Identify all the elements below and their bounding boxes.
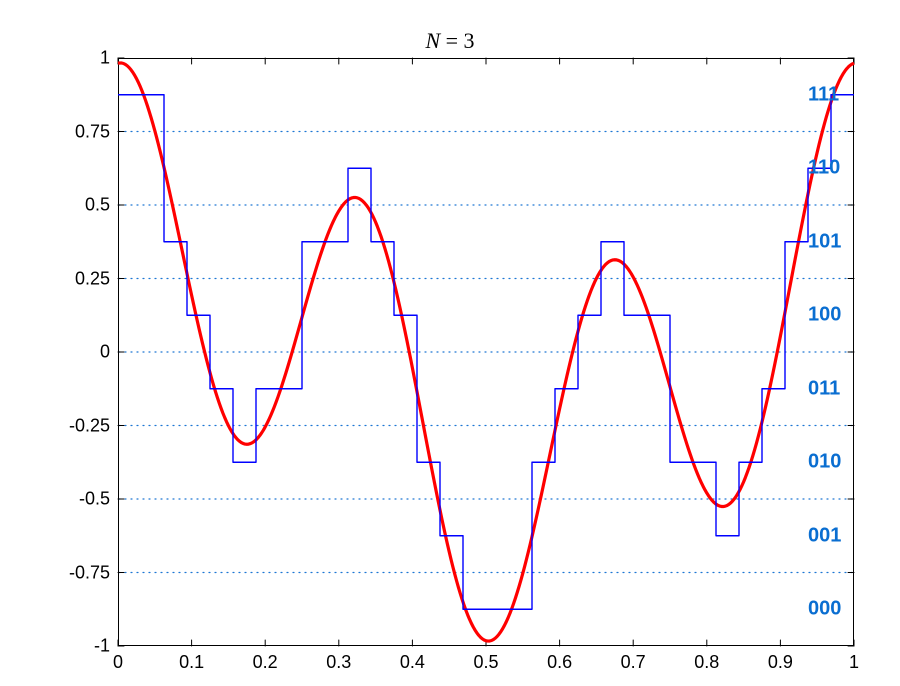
x-tick-label: 0.9: [768, 652, 793, 673]
quant-level-label: 110: [808, 157, 840, 180]
quant-level-label: 000: [808, 598, 841, 621]
y-tick-label: -0.5: [79, 489, 110, 510]
y-tick-label: 1: [100, 48, 110, 69]
x-tick-label: 0.1: [179, 652, 204, 673]
x-tick-label: 0.5: [473, 652, 498, 673]
y-tick-label: -1: [94, 636, 110, 657]
chart-title: N = 3: [0, 28, 900, 54]
quant-level-label: 100: [808, 304, 841, 327]
title-text-val: 3: [464, 28, 475, 53]
y-tick-label: -0.25: [69, 415, 110, 436]
x-tick-label: 0.6: [547, 652, 572, 673]
quant-level-label: 011: [808, 377, 840, 400]
y-tick-label: 0.75: [75, 121, 110, 142]
x-tick-label: 1: [849, 652, 859, 673]
quant-level-label: 001: [808, 524, 841, 547]
title-text-n: N: [425, 28, 440, 53]
x-tick-label: 0.7: [621, 652, 646, 673]
quant-level-label: 101: [808, 230, 841, 253]
x-tick-label: 0.3: [326, 652, 351, 673]
y-tick-label: 0.5: [85, 195, 110, 216]
x-tick-label: 0.2: [253, 652, 278, 673]
y-tick-label: 0.25: [75, 268, 110, 289]
title-text-eq: =: [446, 28, 464, 53]
chart-canvas: N = 3 0 0.1 0.2 0.3 0.4 0.5 0.6 0.7 0.8 0.9 1 -1 -0.…: [0, 0, 900, 686]
y-tick-label: 0: [100, 342, 110, 363]
x-tick-label: 0.4: [400, 652, 425, 673]
quant-level-label: 111: [808, 83, 839, 106]
plot-area: [118, 58, 854, 646]
x-tick-label: 0.8: [694, 652, 719, 673]
x-tick-label: 0: [113, 652, 123, 673]
quant-level-label: 010: [808, 451, 841, 474]
y-tick-label: -0.75: [69, 562, 110, 583]
